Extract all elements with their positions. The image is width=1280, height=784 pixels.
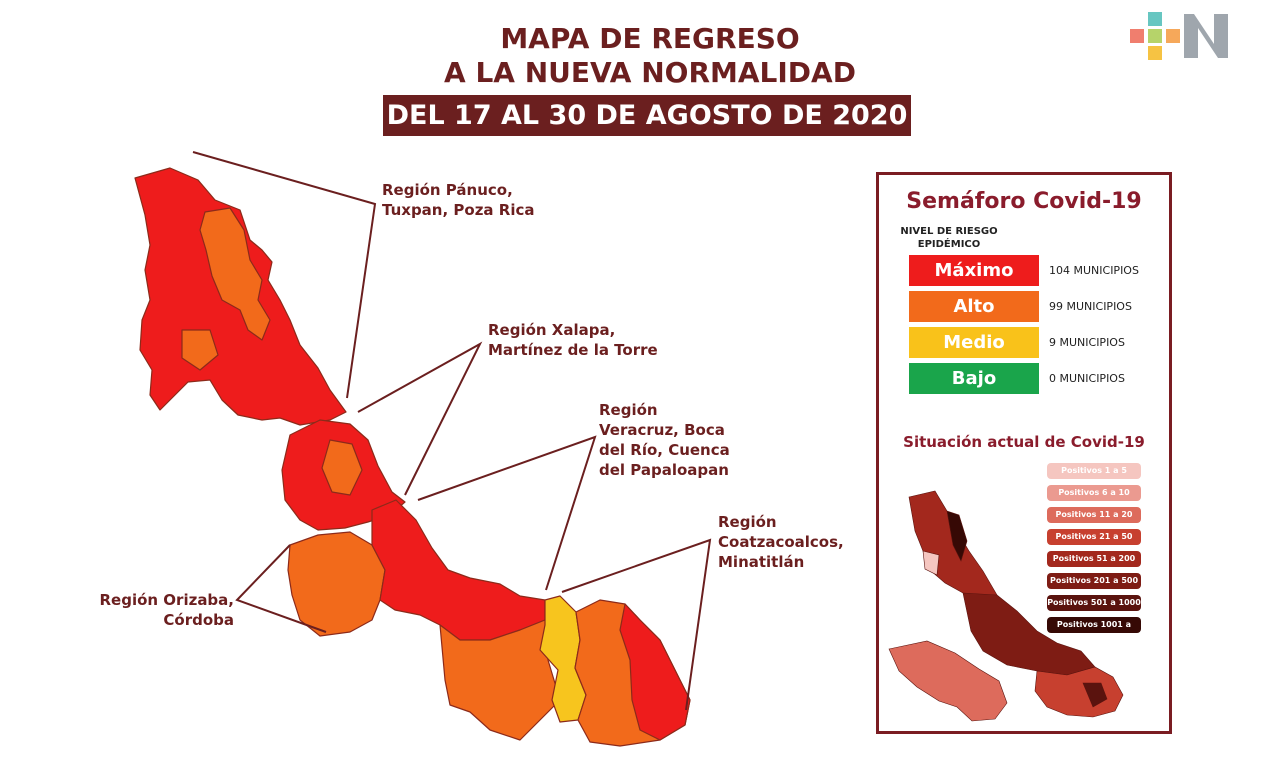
situacion-title: Situación actual de Covid-19: [903, 433, 1145, 451]
risk-level-label: NIVEL DE RIESGO EPIDÉMICO: [899, 225, 999, 251]
region-label-line: Región Xalapa,: [488, 321, 616, 339]
legend-positivos-51-200: Positivos 51 a 200: [1047, 551, 1141, 567]
risk-label-line: NIVEL DE RIESGO: [900, 226, 998, 237]
veracruz-mini-light: [922, 550, 940, 576]
region-label-line: del Papaloapan: [599, 461, 729, 479]
leader-line-panuco: [192, 151, 377, 399]
veracruz-mini-dark-2: [1082, 682, 1108, 708]
veracruz-mini-dark: [946, 510, 968, 562]
map-title-line-1: MAPA DE REGRESO: [500, 22, 800, 55]
map-region-north-orange: [199, 207, 271, 341]
leader-line-xalapa: [357, 341, 483, 496]
legend-positivos-501-1000: Positivos 501 a 1000: [1047, 595, 1141, 611]
semaforo-title: Semáforo Covid-19: [906, 189, 1142, 214]
region-label-line: Veracruz, Boca: [599, 421, 725, 439]
count-maximo: 104 MUNICIPIOS: [1049, 264, 1139, 277]
level-bajo: Bajo: [909, 363, 1039, 394]
level-alto: Alto: [909, 291, 1039, 322]
map-region-xalapa-orange: [321, 439, 363, 496]
region-label-veracruz: Región Veracruz, Boca del Río, Cuenca de…: [599, 400, 730, 480]
region-label-orizaba: Región Orizaba, Córdoba: [90, 590, 234, 630]
region-label-line: Región Pánuco,: [382, 181, 513, 199]
risk-label-line: EPIDÉMICO: [917, 239, 981, 250]
map-title-line-2: A LA NUEVA NORMALIDAD: [444, 56, 856, 89]
region-label-line: Región: [599, 401, 658, 419]
map-region-orizaba: [287, 531, 386, 637]
leader-line-coatzacoalcos: [561, 538, 712, 711]
legend-positivos-11-20: Positivos 11 a 20: [1047, 507, 1141, 523]
region-label-line: Minatitlán: [718, 553, 805, 571]
region-label-line: del Río, Cuenca: [599, 441, 730, 459]
map-region-papaloapan: [439, 619, 561, 741]
veracruz-mini-south: [1034, 666, 1124, 718]
count-bajo: 0 MUNICIPIOS: [1049, 372, 1125, 385]
mexico-mini-map: [888, 640, 1008, 722]
situacion-map: [888, 490, 1124, 722]
region-label-line: Coatzacoalcos,: [718, 533, 844, 551]
region-label-coatzacoalcos: Región Coatzacoalcos, Minatitlán: [718, 512, 844, 572]
map-shape-group: [134, 167, 691, 747]
count-medio: 9 MUNICIPIOS: [1049, 336, 1125, 349]
legend-positivos-1001-5000: Positivos 1001 a 5000: [1047, 617, 1141, 645]
semaforo-panel: Semáforo Covid-19 NIVEL DE RIESGO EPIDÉM…: [876, 172, 1172, 734]
region-leader-lines: [192, 151, 712, 711]
plus-n-logo-icon: [1130, 12, 1228, 60]
leader-line-veracruz: [417, 435, 597, 591]
legend-positivos-6-10: Positivos 6 a 10: [1047, 485, 1141, 501]
count-alto: 99 MUNICIPIOS: [1049, 300, 1132, 313]
legend-positivos-21-50: Positivos 21 a 50: [1047, 529, 1141, 545]
legend-positivos-1-5: Positivos 1 a 5: [1047, 463, 1141, 479]
legend-positivos-201-500: Positivos 201 a 500: [1047, 573, 1141, 589]
map-region-veracruz: [371, 499, 546, 641]
region-label-line: Región Orizaba,: [99, 591, 234, 609]
region-label-line: Región: [718, 513, 777, 531]
date-range-banner: DEL 17 AL 30 DE AGOSTO DE 2020: [383, 95, 911, 136]
level-medio: Medio: [909, 327, 1039, 358]
region-label-line: Martínez de la Torre: [488, 341, 658, 359]
region-label-line: Tuxpan, Poza Rica: [382, 201, 535, 219]
level-maximo: Máximo: [909, 255, 1039, 286]
region-label-line: Córdoba: [163, 611, 234, 629]
region-label-panuco: Región Pánuco, Tuxpan, Poza Rica: [382, 180, 534, 220]
leader-line-orizaba: [235, 544, 327, 633]
map-region-coatzacoalcos-red: [619, 603, 691, 741]
map-region-north-orange-2: [181, 329, 219, 371]
region-label-xalapa: Región Xalapa, Martínez de la Torre: [488, 320, 658, 360]
